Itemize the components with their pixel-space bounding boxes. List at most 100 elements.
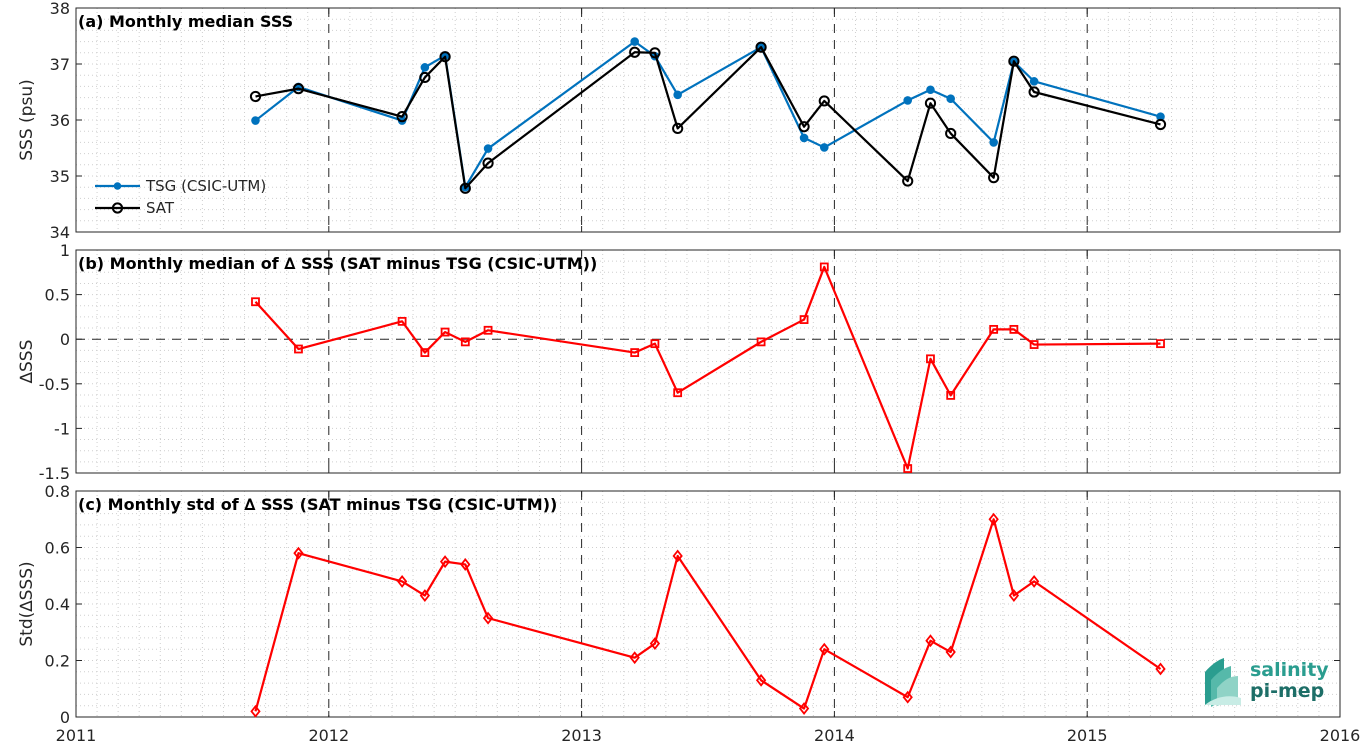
panel-title: (a) Monthly median SSS [78,12,293,31]
data-point [798,121,810,133]
data-point [629,46,641,58]
data-point [1028,86,1040,98]
series-tsg-csic-utm- [251,37,1165,192]
data-point [819,262,829,272]
legend-label: TSG (CSIC-UTM) [145,177,266,195]
data-point [1028,574,1040,588]
y-tick-label: -1 [54,419,70,438]
data-point [819,642,830,656]
data-point [819,143,829,152]
series-delta-sss [250,512,1166,718]
data-point [925,634,936,648]
y-tick-label: 0 [60,708,70,727]
logo-wave-icon [1205,658,1241,707]
data-point [292,83,305,95]
year-lines [328,491,1088,717]
data-point [459,182,471,194]
year-lines [328,250,1088,473]
y-tick-label: 36 [50,111,70,130]
data-point [419,589,431,602]
data-point [397,316,407,326]
logo-line1: salinity [1250,659,1329,681]
data-point [1008,589,1020,602]
axes-box [75,249,1341,474]
data-point [946,390,956,400]
panel-c: 0 0.2 0.4 0.6 0.8 2011 2012 2013 2014 2015 2016 Std… [17,482,1360,745]
y-tick-label: 0.4 [45,595,70,614]
data-point [650,339,660,349]
data-point [1008,55,1020,67]
y-tick-label: 38 [50,0,70,18]
data-point [396,111,408,123]
panel-title: (b) Monthly median of ∆ SSS (SAT minus T… [78,254,597,273]
data-point [251,116,260,125]
data-point [250,704,261,718]
y-tick-label: 0.8 [45,482,70,501]
data-point [440,327,450,337]
data-point [989,324,999,334]
data-point [649,47,661,59]
legend-label: SAT [146,199,175,217]
x-tick-label: 2016 [1320,726,1361,745]
y-axis: 0 0.2 0.4 0.6 0.8 2011 2012 2013 2014 2015 2016 [45,482,1361,745]
data-point [249,90,262,103]
minor-grid [76,8,1340,232]
data-point [672,122,684,134]
x-tick-label: 2013 [561,726,602,745]
legend-marker [111,202,124,214]
data-point [396,574,408,588]
minor-grid [76,491,1340,717]
data-point [420,348,430,357]
panel-title: (c) Monthly std of ∆ SSS (SAT minus TSG … [78,495,557,514]
data-point [946,94,955,104]
data-point [799,315,809,324]
data-point [1155,662,1166,676]
data-point [1009,324,1019,334]
data-point [673,90,682,100]
y-axis: -1.5 -1 -0.5 0 0.5 1 [39,241,1341,483]
data-point [1029,340,1039,349]
y-tick-label: 0 [60,330,70,349]
y-axis-label: Std(∆SSS) [17,561,37,646]
panel-b: -1.5 -1 -0.5 0 0.5 1 ∆SSS (b) Monthly median of… [17,241,1341,483]
data-point [903,464,913,473]
data-point [902,690,913,704]
data-point [629,651,640,665]
data-point [439,555,451,569]
data-point [630,348,640,357]
data-point [483,325,493,335]
data-point [926,354,935,364]
data-point [989,138,998,147]
data-point [649,637,661,650]
data-point [902,175,914,187]
data-point [460,558,471,571]
data-point [798,702,810,715]
series-line [254,518,1162,712]
data-point [799,133,809,143]
y-axis-label: SSS (psu) [17,79,37,160]
y-tick-label: 1 [60,241,70,260]
panel-a: 34 35 36 37 38 SSS (psu) (a) Monthly median SS… [17,0,1341,242]
y-axis-label: ∆SSS [17,340,37,385]
data-point [1156,339,1165,349]
data-point [945,127,957,140]
series-sat [249,41,1167,194]
salinity-pi-mep-logo: salinity pi-mep [1205,658,1329,707]
y-tick-label: 0.2 [45,652,70,671]
data-point [1154,118,1167,131]
data-point [672,549,683,563]
data-point [483,144,493,153]
logo-line2: pi-mep [1250,680,1324,702]
data-point [945,645,956,659]
x-tick-label: 2014 [814,726,855,745]
data-point [482,611,494,625]
data-point [294,344,303,354]
data-point [818,95,830,107]
y-tick-label: 0.5 [45,286,70,305]
data-point [673,388,683,398]
x-tick-label: 2012 [308,726,349,745]
data-point [482,157,494,169]
data-point [439,51,451,63]
y-tick-label: 0.6 [45,539,70,558]
